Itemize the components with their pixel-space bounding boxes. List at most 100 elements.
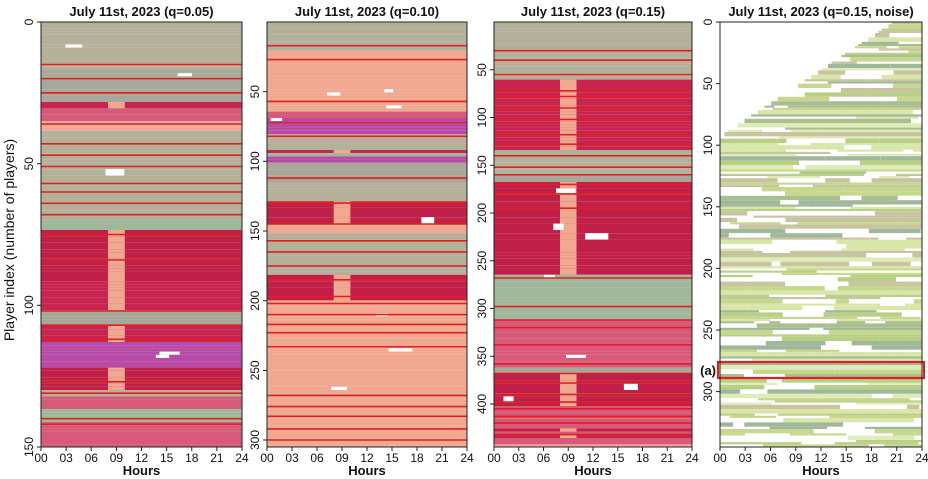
heat-cell [763,215,792,218]
heat-cell [733,422,745,427]
heat-cell [720,156,783,161]
heat-cell [494,162,692,170]
heat-cell [41,204,242,211]
heat-cell [811,440,857,443]
heat-cell [873,358,904,363]
heat-cell [267,329,467,333]
heat-cell [786,268,851,271]
heat-cell [108,329,125,336]
heat-cell [556,188,576,195]
heat-cell [829,415,867,418]
heat-cell [41,345,242,349]
heat-cell [41,428,242,432]
heat-cell [267,431,467,438]
heat-cell [780,222,798,225]
heat-cell [915,426,922,429]
heat-cell [912,74,922,80]
heat-cell [494,153,692,157]
heat-cell [267,60,467,64]
heat-cell [783,156,825,161]
heat-cell [740,143,779,146]
x-tick-label: 18 [865,451,879,465]
heat-cell [720,297,751,300]
heat-cell [731,127,786,130]
heat-cell [720,204,734,207]
heat-cell [850,268,891,271]
heat-cell [753,369,810,374]
heat-cell [553,223,564,230]
heat-cell [494,38,692,45]
heat-cell [888,151,920,154]
heat-cell [720,187,762,192]
heat-cell [862,398,910,401]
heat-cell [818,70,846,75]
heat-cell [831,83,893,88]
heat-cell [879,294,892,297]
heat-cell [41,377,242,381]
heat-cell [751,358,812,363]
heat-cell [41,134,242,138]
heat-cell [868,228,901,234]
heat-cell [858,374,891,379]
heat-cell [835,299,850,304]
heat-cell [41,271,242,278]
heat-cell [865,244,912,249]
heat-cell [896,184,922,187]
heat-cell [856,330,922,335]
heat-cell [267,92,467,96]
heat-cell [910,211,922,216]
heat-cell [720,321,740,324]
heat-cell [876,310,918,313]
heat-cell [799,160,860,165]
heat-cell [267,79,467,86]
heat-cell [852,191,900,196]
heat-cell [790,129,836,132]
heat-cell [494,137,692,141]
y-tick-label: 50 [475,63,489,77]
heat-cell [560,268,577,275]
heat-cell [806,101,868,106]
x-tick-label: 09 [110,451,124,465]
heat-cell [846,312,902,317]
heat-cell [41,351,242,355]
heat-cell [823,191,853,196]
heat-cell [41,354,242,358]
heat-cell [912,253,922,258]
heat-cell [840,195,862,201]
heat-cell [41,22,242,29]
heat-cell [494,332,692,339]
heat-cell [830,118,877,124]
heat-cell [839,171,867,174]
heat-cell [761,261,772,267]
heat-cell [267,348,467,352]
heat-cell [917,310,922,313]
heat-cell [841,55,898,58]
heat-cell [820,176,880,179]
heat-cell [267,86,467,90]
heat-cell [720,290,750,295]
heat-cell [267,143,467,150]
heat-cell [108,326,125,330]
heat-cell [880,305,921,311]
heat-cell [905,248,922,251]
heat-cell [720,312,751,317]
heat-cell [876,143,922,146]
heat-cell [814,385,848,390]
heat-cell [41,358,242,362]
panel-title: July 11st, 2023 (q=0.15, noise) [728,4,913,19]
heat-cell [720,349,730,352]
heat-cell [754,321,770,324]
heat-cell [560,390,577,394]
heat-cell [108,268,125,272]
heat-cell [849,299,914,304]
heat-cell [793,345,821,350]
heat-cell [494,73,692,80]
heat-cell [720,294,769,297]
heat-cell [813,123,857,128]
heat-cell [494,207,692,214]
heat-cell [267,127,467,131]
heat-cell [777,413,790,416]
heat-cell [920,305,922,311]
heat-cell [918,116,922,119]
heat-cell [744,422,790,427]
